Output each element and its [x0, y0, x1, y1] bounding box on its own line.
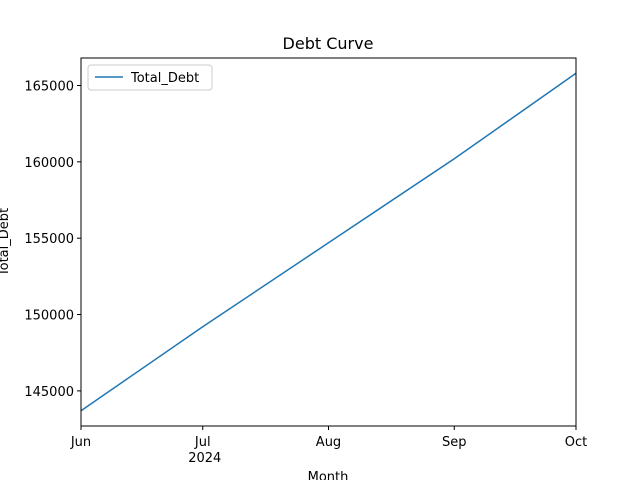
x-tick-label: Sep — [442, 435, 467, 450]
y-axis: 145000 150000 155000 160000 165000 — [24, 79, 81, 400]
x-tick-label: Jul — [194, 435, 211, 450]
series-line-0 — [80, 72, 577, 412]
legend-box — [87, 64, 213, 91]
x-tick-label: Oct — [565, 435, 587, 450]
legend: Total_Debt — [87, 64, 213, 91]
x-axis-label: Month — [308, 470, 349, 480]
y-tick-label: 145000 — [24, 385, 74, 400]
x-tick-label: Aug — [316, 435, 341, 450]
y-tick-label: 155000 — [24, 232, 74, 247]
x-tick-year-label: 2024 — [188, 451, 221, 466]
y-tick-label: 150000 — [24, 309, 74, 324]
legend-entry: Total_Debt — [130, 71, 199, 86]
x-tick-label: Jun — [70, 435, 91, 450]
y-axis-label: Total_Debt — [0, 208, 12, 277]
y-tick-label: 165000 — [24, 79, 74, 94]
plot-area — [80, 72, 577, 412]
y-tick-label: 160000 — [24, 156, 74, 171]
chart-title: Debt Curve — [283, 34, 374, 53]
x-axis: Jun Jul Aug Sep Oct — [70, 426, 587, 450]
